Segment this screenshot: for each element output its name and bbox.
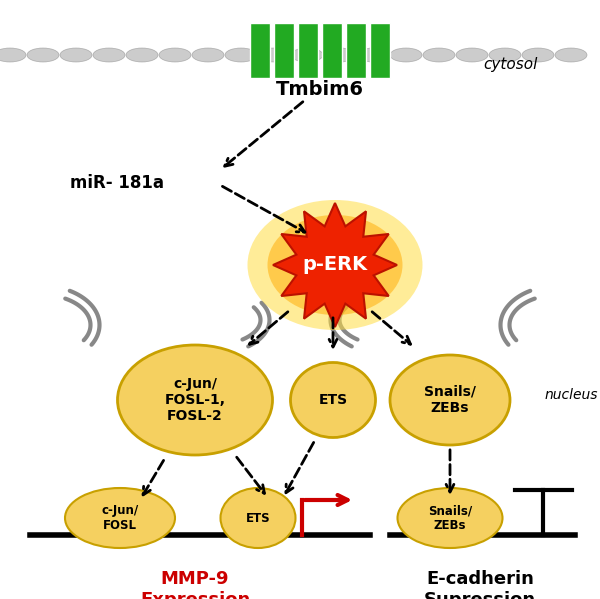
Ellipse shape [357,48,389,62]
Ellipse shape [522,48,554,62]
Ellipse shape [555,48,587,62]
Ellipse shape [291,48,323,62]
Text: Tmbim6: Tmbim6 [276,80,364,99]
Text: Snails/
ZEBs: Snails/ ZEBs [428,504,472,532]
Ellipse shape [456,48,488,62]
Polygon shape [273,203,397,327]
Text: nucleus: nucleus [545,388,599,402]
Ellipse shape [390,48,422,62]
Ellipse shape [398,488,503,548]
Ellipse shape [0,48,26,62]
Ellipse shape [390,355,510,445]
Ellipse shape [221,488,296,548]
Ellipse shape [225,48,257,62]
Text: ETS: ETS [245,512,271,525]
Ellipse shape [93,48,125,62]
Ellipse shape [248,200,422,330]
Ellipse shape [118,345,272,455]
FancyBboxPatch shape [370,23,390,78]
FancyBboxPatch shape [322,23,342,78]
FancyBboxPatch shape [346,23,366,78]
Text: Snails/
ZEBs: Snails/ ZEBs [424,385,476,415]
Text: p-ERK: p-ERK [302,256,368,274]
Ellipse shape [126,48,158,62]
Text: ETS: ETS [319,393,347,407]
Ellipse shape [27,48,59,62]
Ellipse shape [268,215,403,315]
Text: cytosol: cytosol [483,58,537,72]
FancyBboxPatch shape [274,23,294,78]
Ellipse shape [192,48,224,62]
Text: c-Jun/
FOSL-1,
FOSL-2: c-Jun/ FOSL-1, FOSL-2 [164,377,226,423]
Ellipse shape [489,48,521,62]
FancyBboxPatch shape [298,23,318,78]
Ellipse shape [65,488,175,548]
Text: MMP-9
Expression: MMP-9 Expression [140,570,250,599]
Text: E-cadherin
Supression: E-cadherin Supression [424,570,536,599]
Ellipse shape [290,362,376,437]
Ellipse shape [159,48,191,62]
Ellipse shape [258,48,290,62]
Text: c-Jun/
FOSL: c-Jun/ FOSL [101,504,139,532]
FancyBboxPatch shape [250,23,270,78]
Ellipse shape [60,48,92,62]
Ellipse shape [324,48,356,62]
Ellipse shape [423,48,455,62]
Text: miR- 181a: miR- 181a [70,174,164,192]
